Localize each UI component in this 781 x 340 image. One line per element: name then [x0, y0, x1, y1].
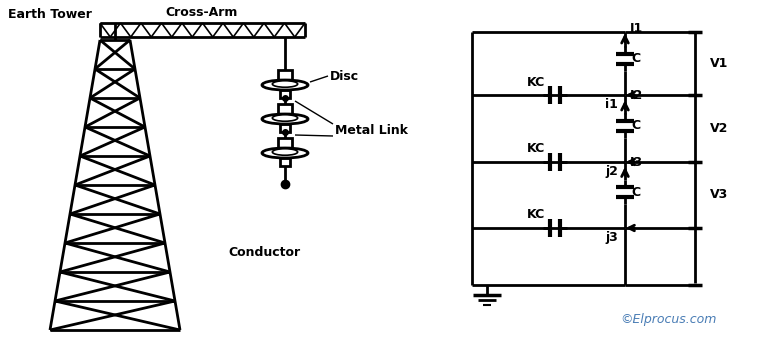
- Ellipse shape: [262, 114, 308, 124]
- Text: I3: I3: [630, 155, 643, 169]
- Ellipse shape: [273, 115, 298, 121]
- Text: V3: V3: [710, 188, 728, 202]
- Text: C: C: [631, 119, 640, 132]
- Text: KC: KC: [527, 142, 545, 155]
- Bar: [280, 158, 290, 166]
- Ellipse shape: [262, 148, 308, 158]
- Text: ©Elprocus.com: ©Elprocus.com: [620, 313, 716, 326]
- Text: KC: KC: [527, 75, 545, 88]
- Text: Metal Link: Metal Link: [335, 123, 408, 136]
- Text: Earth Tower: Earth Tower: [8, 7, 92, 20]
- Text: j2: j2: [605, 166, 618, 178]
- Bar: [280, 124, 290, 132]
- Ellipse shape: [262, 80, 308, 90]
- Text: KC: KC: [527, 208, 545, 221]
- Text: j3: j3: [605, 232, 618, 244]
- Text: Conductor: Conductor: [228, 245, 300, 258]
- Ellipse shape: [273, 149, 298, 155]
- Bar: [278, 138, 292, 148]
- Bar: [280, 90, 290, 98]
- Ellipse shape: [273, 81, 298, 87]
- Text: I1: I1: [630, 22, 644, 35]
- Text: C: C: [631, 186, 640, 199]
- Bar: [278, 104, 292, 114]
- Text: I2: I2: [630, 89, 644, 102]
- Text: V1: V1: [710, 57, 729, 70]
- Text: Cross-Arm: Cross-Arm: [165, 5, 237, 18]
- Text: i1: i1: [605, 99, 618, 112]
- Bar: [278, 70, 292, 80]
- Text: C: C: [631, 52, 640, 65]
- Text: V2: V2: [710, 122, 729, 135]
- Text: Disc: Disc: [330, 69, 359, 83]
